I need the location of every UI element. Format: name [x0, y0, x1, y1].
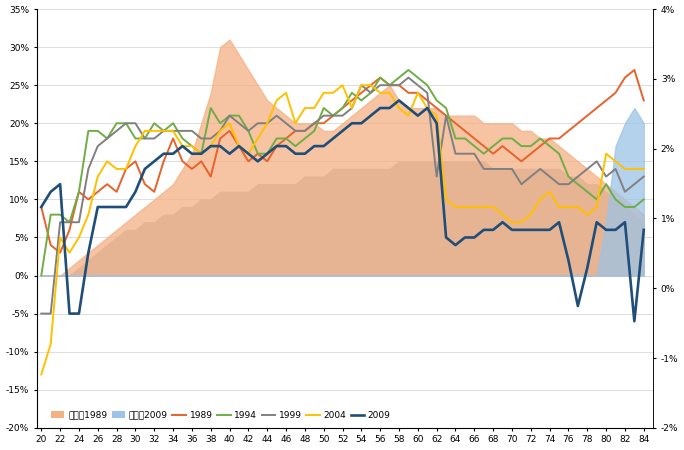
Legend: 構成比1989, 構成比2009, 1989, 1994, 1999, 2004, 2009: 構成比1989, 構成比2009, 1989, 1994, 1999, 2004… [47, 407, 394, 423]
